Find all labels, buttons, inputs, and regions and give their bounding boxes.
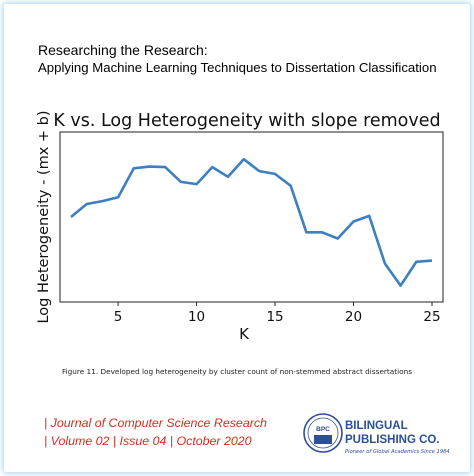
logo-text: BPC <box>316 426 330 433</box>
publisher-name-line2: PUBLISHING CO. <box>345 434 440 446</box>
chart-title: K vs. Log Heterogeneity with slope remov… <box>53 111 440 131</box>
x-tick-label: 25 <box>423 309 440 325</box>
x-tick-label: 20 <box>345 309 362 325</box>
publisher-tagline: Pioneer of Global Academics Since 1984 <box>345 449 450 455</box>
publisher-logo-icon: BPC <box>303 413 343 453</box>
journal-issue: | Volume 02 | Issue 04 | October 2020 <box>44 434 252 448</box>
journal-page <box>4 4 470 472</box>
paper-title-line2: Applying Machine Learning Techniques to … <box>38 60 437 75</box>
x-tick-label: 15 <box>266 309 283 325</box>
series-group <box>70 157 433 287</box>
y-axis-label: Log Heterogeneity - (mx + b) <box>36 110 52 323</box>
x-tick-label: 5 <box>114 309 123 325</box>
publisher-name-line1: BILINGUAL <box>345 420 408 432</box>
x-axis-label: K <box>239 325 250 343</box>
plot-frame <box>59 131 444 303</box>
x-axis: 5 10 15 20 25 <box>114 302 441 325</box>
paper-title-line1: Researching the Research: <box>38 42 208 58</box>
series-line <box>70 157 433 287</box>
x-tick-label: 10 <box>188 309 205 325</box>
journal-name: | Journal of Computer Science Research <box>44 416 267 430</box>
figure-caption: Figure 11. Developed log heterogeneity b… <box>61 367 413 376</box>
